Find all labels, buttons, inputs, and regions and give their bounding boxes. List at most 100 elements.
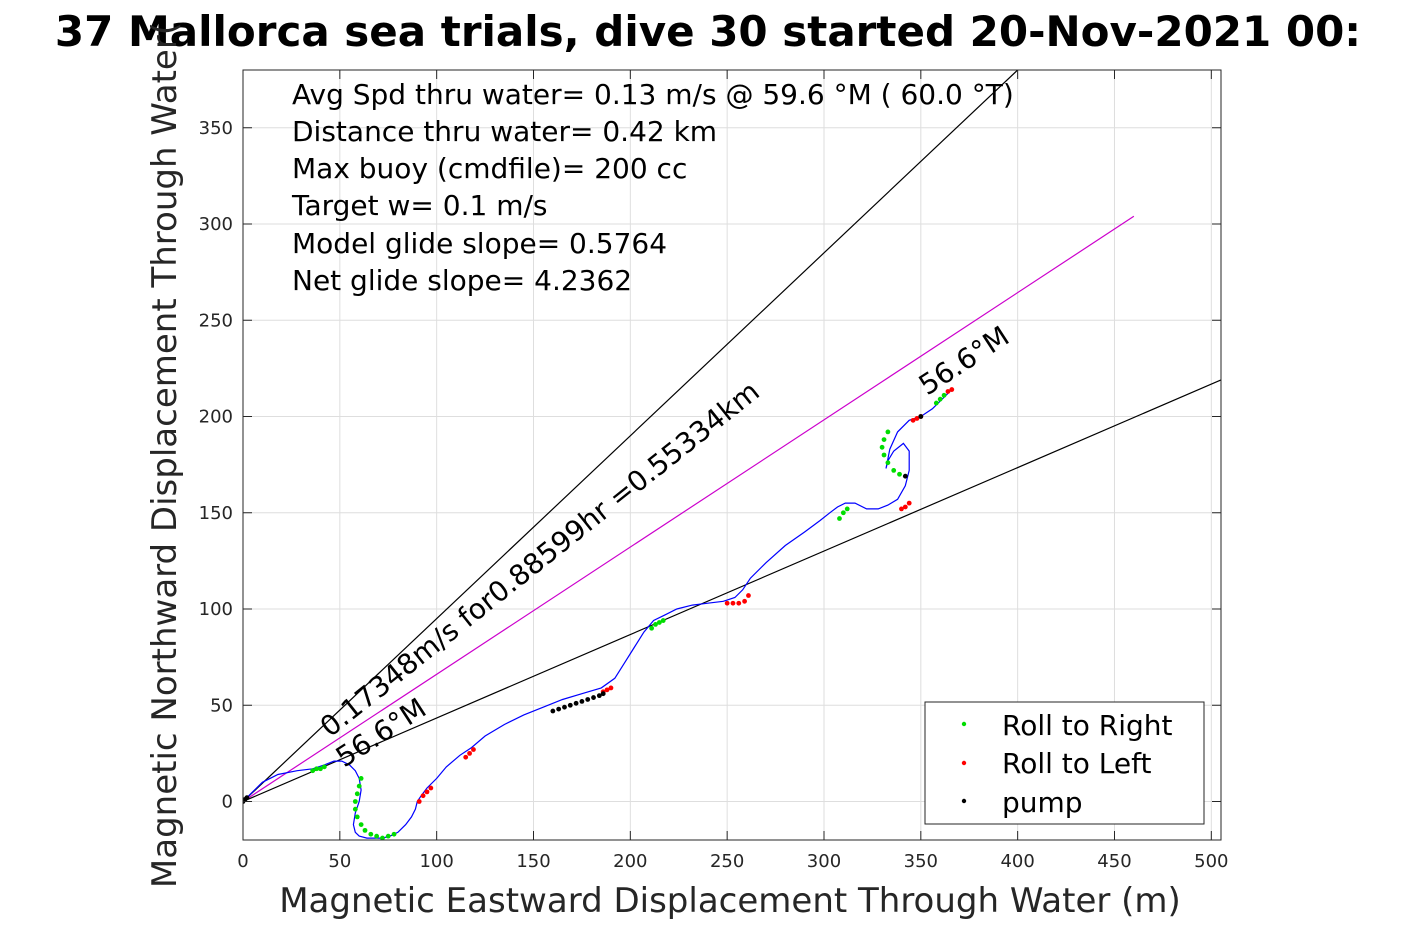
point-roll-to-left — [724, 600, 730, 606]
legend-box — [924, 701, 1205, 825]
point-roll-to-right — [314, 766, 319, 772]
point-roll-to-left — [420, 793, 426, 799]
point-roll-to-right — [354, 791, 360, 797]
legend-marker-roll-left — [961, 760, 967, 766]
legend-marker-pump — [961, 798, 967, 804]
point-roll-to-right — [937, 396, 943, 402]
point-pump — [556, 706, 562, 712]
x-tick-label: 500 — [1194, 851, 1228, 872]
point-roll-to-right — [358, 776, 364, 781]
point-roll-to-right — [649, 625, 655, 631]
y-tick-label: 50 — [210, 695, 233, 716]
reference-line-0 — [243, 70, 1019, 802]
point-roll-to-right — [879, 444, 885, 450]
point-roll-to-right — [891, 468, 897, 473]
x-tick-label: 100 — [419, 851, 453, 872]
grid-lines — [242, 70, 1221, 840]
legend-label-roll-left: Roll to Left — [1002, 747, 1151, 780]
point-pump — [550, 708, 556, 714]
point-roll-to-right — [310, 768, 316, 774]
info-block: Avg Spd thru water= 0.13 m/s @ 59.6 °M (… — [291, 78, 1014, 297]
x-tick-label: 200 — [613, 851, 647, 872]
point-roll-to-right — [897, 471, 902, 477]
y-tick-label: 100 — [199, 599, 233, 620]
point-roll-to-left — [471, 747, 476, 752]
point-pump — [585, 697, 591, 702]
y-axis-title: Magnetic Northward Displacement Through … — [145, 22, 185, 888]
point-roll-to-right — [840, 510, 846, 516]
x-tick-label: 400 — [1000, 851, 1034, 872]
point-pump — [579, 699, 585, 704]
point-roll-to-left — [463, 754, 469, 760]
point-pump — [244, 795, 250, 801]
point-roll-to-left — [604, 687, 610, 693]
chart-title: 37 Mallorca sea trials, dive 30 started … — [55, 7, 1361, 56]
point-roll-to-right — [352, 799, 358, 804]
point-roll-to-right — [885, 429, 891, 435]
point-roll-to-left — [608, 685, 614, 691]
point-roll-to-left — [736, 600, 742, 606]
point-roll-to-left — [746, 593, 751, 598]
legend-label-roll-right: Roll to Right — [1002, 709, 1173, 742]
point-roll-to-right — [881, 452, 887, 458]
point-roll-to-left — [914, 416, 920, 421]
point-roll-to-left — [428, 785, 434, 791]
plot-frame — [242, 69, 1222, 841]
x-tick-label: 150 — [516, 851, 550, 872]
point-pump — [600, 691, 606, 697]
point-roll-to-right — [391, 831, 397, 837]
point-roll-to-right — [653, 622, 658, 627]
point-roll-to-left — [467, 750, 472, 756]
point-roll-to-left — [910, 417, 916, 423]
point-roll-to-left — [742, 598, 747, 604]
trajectory-line — [243, 389, 953, 839]
point-roll-to-right — [352, 806, 358, 812]
point-roll-to-right — [844, 506, 850, 512]
y-tick-label: 200 — [199, 407, 233, 428]
point-roll-to-right — [933, 400, 939, 406]
point-roll-to-right — [358, 822, 364, 827]
point-roll-to-right — [368, 831, 374, 837]
info-max-buoy: Max buoy (cmdfile)= 200 cc — [292, 152, 687, 185]
point-pump — [573, 700, 579, 706]
point-roll-to-left — [902, 504, 908, 510]
point-pump — [918, 414, 924, 419]
x-tick-label: 250 — [710, 851, 744, 872]
point-roll-to-right — [656, 620, 662, 625]
point-pump — [591, 695, 596, 700]
info-model-glide-slope: Model glide slope= 0.5764 — [292, 227, 667, 260]
legend-label-pump: pump — [1002, 786, 1083, 819]
x-tick-label: 300 — [807, 851, 841, 872]
point-roll-to-right — [941, 392, 947, 398]
x-tick-label: 50 — [328, 851, 351, 872]
reference-line-2 — [243, 379, 1221, 803]
point-roll-to-right — [318, 766, 323, 772]
y-tick-label: 0 — [222, 792, 233, 813]
y-tick-label: 300 — [199, 214, 233, 235]
tick-labels: 0 50 100 150 200 250 300 350 400 450 500 0 50 100 150 2… — [199, 118, 1229, 872]
point-pump — [567, 702, 573, 708]
point-roll-to-left — [424, 789, 430, 795]
reference-lines — [243, 70, 1221, 803]
legend: Roll to Right Roll to Left pump — [924, 701, 1205, 825]
point-roll-to-right — [380, 835, 385, 840]
info-target-w: Target w= 0.1 m/s — [291, 189, 548, 222]
y-tick-label: 250 — [199, 310, 233, 331]
x-tick-label: 0 — [237, 851, 248, 872]
point-roll-to-left — [416, 799, 422, 804]
point-pump — [562, 704, 567, 710]
point-roll-to-right — [374, 833, 380, 839]
info-avg-speed: Avg Spd thru water= 0.13 m/s @ 59.6 °M (… — [292, 78, 1014, 111]
point-roll-to-right — [362, 827, 368, 833]
x-axis-title: Magnetic Eastward Displacement Through W… — [279, 881, 1181, 921]
y-tick-label: 150 — [199, 503, 233, 524]
reference-line-1 — [243, 215, 1135, 803]
point-pump — [902, 473, 908, 479]
y-tick-label: 350 — [199, 118, 233, 139]
legend-marker-roll-right — [961, 721, 967, 727]
point-roll-to-left — [949, 387, 955, 392]
roll-points-group — [243, 387, 955, 840]
point-roll-to-right — [837, 516, 842, 521]
trajectory-group — [243, 389, 953, 839]
